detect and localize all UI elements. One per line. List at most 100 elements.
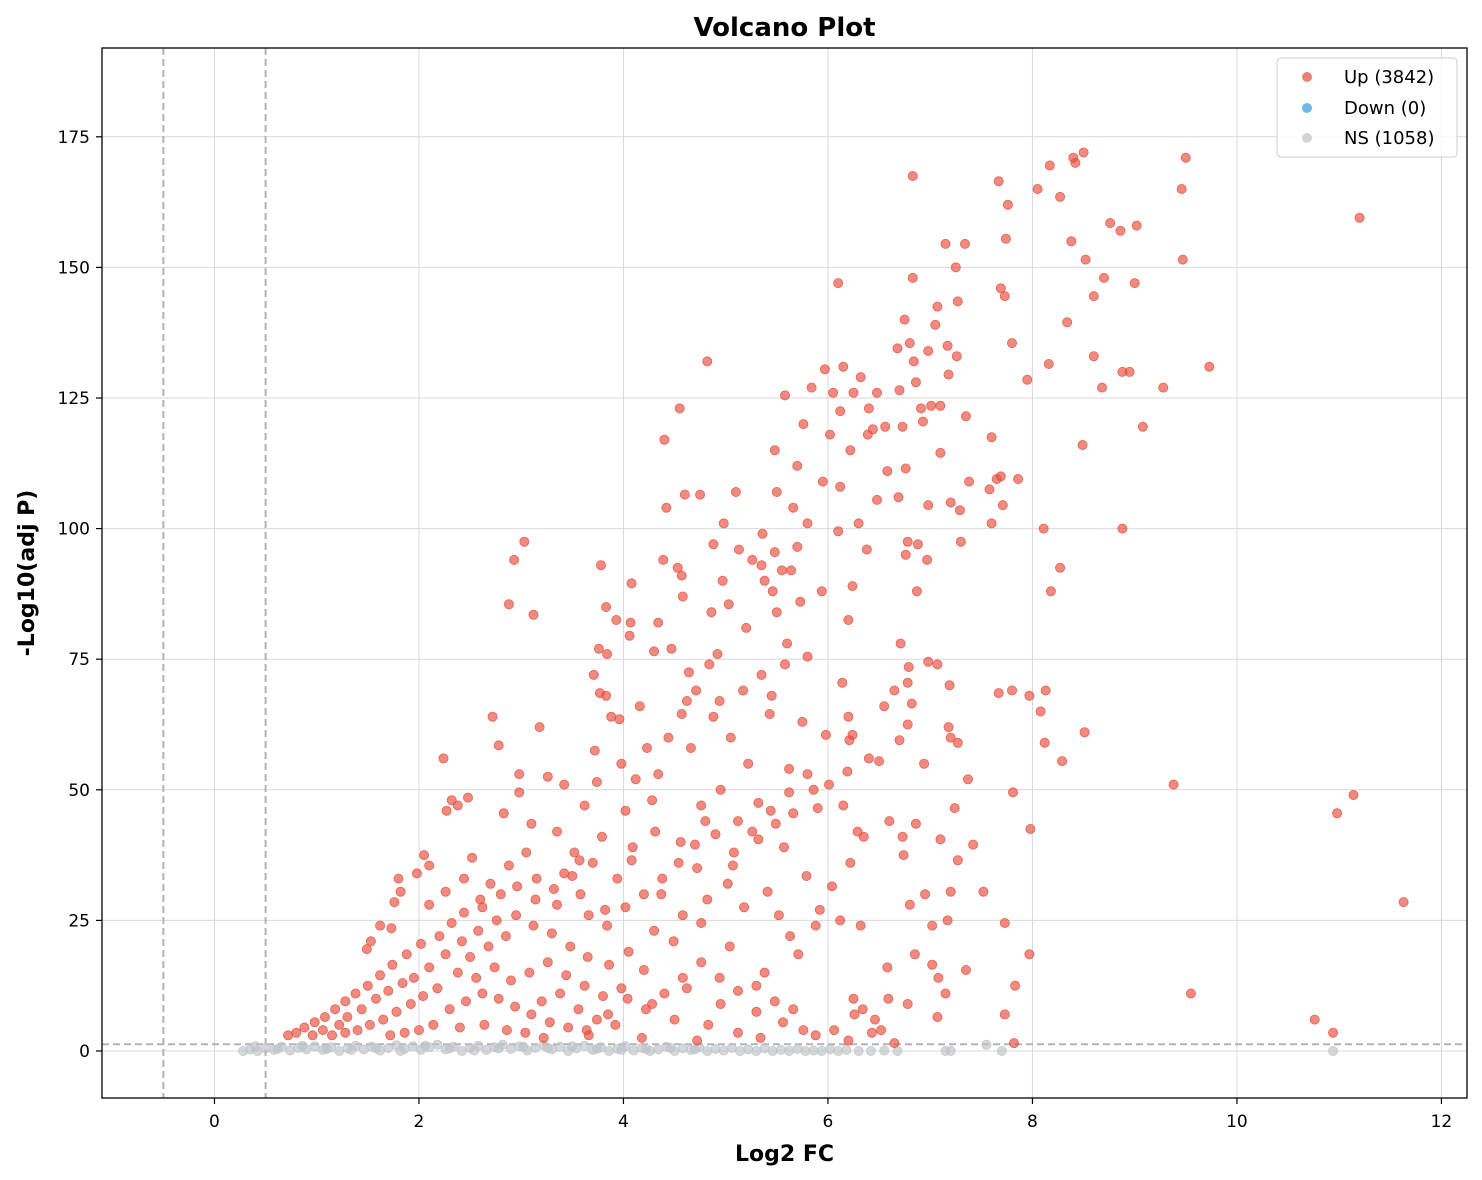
point-up xyxy=(945,497,956,508)
point-up xyxy=(922,554,933,565)
point-up xyxy=(880,421,891,432)
point-up xyxy=(649,646,660,657)
point-up xyxy=(1032,183,1043,194)
point-up xyxy=(835,915,846,926)
point-up xyxy=(598,991,609,1002)
point-up xyxy=(801,871,812,882)
point-up xyxy=(622,993,633,1004)
point-up xyxy=(674,403,685,414)
point-up xyxy=(954,505,965,516)
point-up xyxy=(552,826,563,837)
point-up xyxy=(759,575,770,586)
point-up xyxy=(1024,949,1035,960)
point-up xyxy=(1398,897,1409,908)
point-ns xyxy=(407,1041,418,1052)
point-ns xyxy=(346,1044,357,1055)
point-up xyxy=(923,656,934,667)
legend-box xyxy=(1276,57,1458,158)
point-up xyxy=(876,1025,887,1036)
point-up xyxy=(395,886,406,897)
point-up xyxy=(495,889,506,900)
point-up xyxy=(309,1017,320,1028)
point-up xyxy=(702,356,713,367)
point-up xyxy=(756,560,767,571)
point-up xyxy=(1158,382,1169,393)
point-up xyxy=(676,709,687,720)
point-ns xyxy=(432,1039,443,1050)
point-up xyxy=(361,944,372,955)
point-up xyxy=(673,857,684,868)
point-up xyxy=(725,732,736,743)
point-up xyxy=(696,800,707,811)
point-up xyxy=(365,936,376,947)
point-up xyxy=(999,1009,1010,1020)
point-up xyxy=(625,617,636,628)
point-up xyxy=(943,722,954,733)
point-up xyxy=(579,800,590,811)
point-up xyxy=(762,886,773,897)
point-up xyxy=(943,369,954,380)
point-up xyxy=(582,952,593,963)
point-up xyxy=(879,701,890,712)
point-up xyxy=(893,492,904,503)
point-up xyxy=(659,988,670,999)
point-up xyxy=(681,983,692,994)
point-up xyxy=(656,889,667,900)
point-up xyxy=(692,863,703,874)
point-ns xyxy=(641,1043,652,1054)
point-up xyxy=(730,486,741,497)
point-up xyxy=(291,1027,302,1038)
point-up xyxy=(882,962,893,973)
point-up xyxy=(940,238,951,249)
point-up xyxy=(589,745,600,756)
point-up xyxy=(593,643,604,654)
point-up xyxy=(904,899,915,910)
point-up xyxy=(563,1022,574,1033)
point-up xyxy=(926,400,937,411)
point-up xyxy=(489,962,500,973)
point-up xyxy=(995,283,1006,294)
point-ns xyxy=(841,1044,852,1055)
point-up xyxy=(319,1012,330,1023)
point-up xyxy=(909,949,920,960)
point-up xyxy=(900,549,911,560)
point-ns xyxy=(981,1039,992,1050)
point-up xyxy=(626,855,637,866)
point-up xyxy=(473,925,484,936)
point-up xyxy=(630,774,641,785)
point-up xyxy=(986,518,997,529)
point-up xyxy=(769,547,780,558)
point-up xyxy=(741,622,752,633)
point-up xyxy=(574,855,585,866)
point-up xyxy=(710,829,721,840)
point-up xyxy=(806,382,817,393)
point-up xyxy=(462,792,473,803)
point-ns xyxy=(604,1046,615,1057)
point-up xyxy=(565,941,576,952)
point-up xyxy=(452,800,463,811)
point-up xyxy=(902,677,913,688)
point-up xyxy=(714,972,725,983)
point-up xyxy=(514,769,525,780)
point-up xyxy=(524,967,535,978)
point-up xyxy=(945,886,956,897)
point-up xyxy=(364,1019,375,1030)
point-up xyxy=(717,575,728,586)
point-up xyxy=(510,1001,521,1012)
point-up xyxy=(853,518,864,529)
plot-frame xyxy=(101,47,1468,1099)
point-ns xyxy=(792,1043,803,1054)
point-up xyxy=(1177,254,1188,265)
x-tick-label: 10 xyxy=(1226,1112,1248,1132)
point-ns xyxy=(493,1043,504,1054)
point-up xyxy=(798,1025,809,1036)
point-up xyxy=(863,403,874,414)
point-up xyxy=(511,910,522,921)
point-up xyxy=(583,910,594,921)
point-ns xyxy=(260,1043,271,1054)
point-up xyxy=(902,536,913,547)
point-up xyxy=(923,500,934,511)
point-up xyxy=(1000,233,1011,244)
point-up xyxy=(889,1038,900,1049)
